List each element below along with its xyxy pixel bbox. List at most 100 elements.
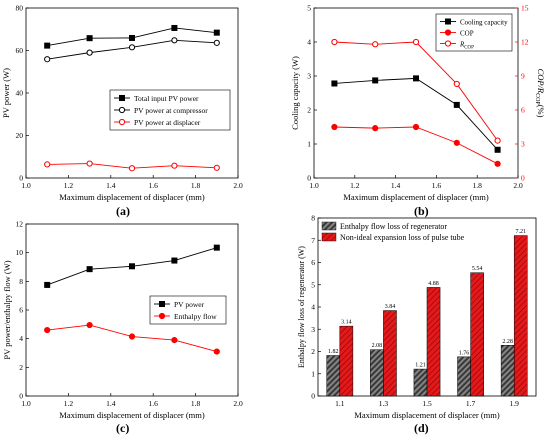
data-point bbox=[87, 161, 92, 166]
x-tick-label: 1.2 bbox=[64, 181, 74, 190]
data-point bbox=[495, 161, 500, 166]
bar bbox=[471, 273, 484, 396]
legend-marker bbox=[445, 30, 450, 35]
data-point bbox=[414, 76, 419, 81]
y-tick-label: 40 bbox=[16, 89, 24, 98]
bar bbox=[501, 345, 514, 396]
y2-tick-label: 6 bbox=[521, 106, 525, 115]
x-tick-label: 1.1 bbox=[335, 399, 345, 408]
y-tick-label: 1 bbox=[307, 140, 311, 149]
data-point bbox=[214, 165, 219, 170]
y-tick-label: 4 bbox=[19, 334, 23, 343]
data-point bbox=[45, 282, 50, 287]
legend-swatch bbox=[322, 233, 336, 241]
x-tick-label: 2.0 bbox=[233, 399, 243, 408]
legend-label: Total input PV power bbox=[134, 94, 199, 103]
y2-tick-label: 12 bbox=[521, 38, 529, 47]
y2-tick-label: 9 bbox=[521, 72, 525, 81]
bar bbox=[383, 311, 396, 396]
x-tick-label: 1.2 bbox=[64, 399, 74, 408]
series-line bbox=[334, 127, 497, 164]
data-point bbox=[172, 258, 177, 263]
legend-label: PV power at displacer bbox=[134, 118, 201, 127]
y-tick-label: 0 bbox=[19, 174, 23, 183]
bar-value-label: 3.84 bbox=[385, 304, 396, 310]
chart-b: 1.0 1.2 1.4 1.6 1.8 2.001234503691215Maximum … bbox=[290, 4, 546, 203]
chart-d: 0123456781.11.823.141.32.083.841.51.214.… bbox=[297, 214, 536, 421]
x-tick-label: 1.4 bbox=[106, 399, 116, 408]
legend-label: PV power at compressor bbox=[134, 106, 208, 115]
data-point bbox=[214, 30, 219, 35]
legend-marker bbox=[159, 313, 164, 318]
bar bbox=[427, 287, 440, 396]
data-point bbox=[172, 38, 177, 43]
y2-tick-label: 15 bbox=[521, 4, 529, 13]
bar bbox=[458, 357, 471, 396]
x-axis-label: Maximum displacement of displacer (mm) bbox=[343, 192, 489, 202]
x-tick-label: 1.2 bbox=[350, 181, 360, 190]
y-tick-label: 5 bbox=[307, 4, 311, 13]
x-tick-label: 1.6 bbox=[149, 181, 159, 190]
bar-value-label: 5.54 bbox=[472, 266, 483, 272]
legend-label: Cooling capacity bbox=[460, 18, 508, 26]
data-point bbox=[130, 264, 135, 269]
legend-label: COP bbox=[460, 29, 474, 37]
bar bbox=[340, 326, 353, 396]
legend-marker bbox=[119, 119, 124, 124]
chart-c: 1.0 1.2 1.4 1.6 1.8 2.0 0 2 4 6 8 10 12 Maximum displ… bbox=[2, 220, 243, 421]
data-point bbox=[172, 338, 177, 343]
data-point bbox=[332, 124, 337, 129]
y-axis-label: PV power/enthalpy flow (W) bbox=[2, 260, 12, 359]
legend-label: Enthalpy flow bbox=[174, 312, 217, 321]
data-point bbox=[87, 50, 92, 55]
y-tick-label: 7 bbox=[311, 236, 315, 245]
data-point bbox=[454, 81, 459, 86]
y-tick-label: 2 bbox=[311, 347, 315, 356]
data-point bbox=[129, 45, 134, 50]
legend-marker bbox=[160, 302, 165, 307]
y-tick-label: 4 bbox=[307, 38, 311, 47]
bar-value-label: 1.82 bbox=[328, 349, 339, 355]
data-point bbox=[130, 35, 135, 40]
y-axis-label: PV power (W) bbox=[1, 68, 11, 118]
bar bbox=[327, 356, 340, 396]
x-tick-label: 1.4 bbox=[106, 181, 116, 190]
y2-axis-label: COP/RCOP(%) bbox=[534, 69, 546, 118]
x-tick-label: 1.9 bbox=[510, 399, 520, 408]
legend-label: PV power bbox=[174, 300, 205, 309]
y-tick-label: 80 bbox=[16, 4, 24, 13]
panel-label-d: (d) bbox=[414, 421, 429, 436]
chart-a: 1.0 1.2 1.4 1.6 1.8 2.0 0 20 40 60 80 Maximum displ… bbox=[1, 4, 243, 203]
x-tick-label: 2.0 bbox=[233, 181, 243, 190]
y-tick-label: 3 bbox=[307, 72, 311, 81]
x-tick-label: 1.6 bbox=[149, 399, 159, 408]
data-point bbox=[214, 40, 219, 45]
data-point bbox=[87, 322, 92, 327]
x-tick-label: 1.3 bbox=[379, 399, 389, 408]
y-tick-label: 8 bbox=[311, 214, 315, 223]
data-point bbox=[87, 36, 92, 41]
data-point bbox=[495, 147, 500, 152]
data-point bbox=[45, 57, 50, 62]
data-point bbox=[373, 126, 378, 131]
data-point bbox=[373, 78, 378, 83]
bar-value-label: 2.28 bbox=[502, 339, 513, 345]
y-tick-label: 60 bbox=[16, 46, 24, 55]
panel-label-c: (c) bbox=[116, 421, 129, 436]
bar-value-label: 3.14 bbox=[341, 320, 352, 326]
panel-label-b: (b) bbox=[414, 204, 429, 219]
legend-marker bbox=[445, 41, 450, 46]
data-point bbox=[332, 39, 337, 44]
bar-value-label: 1.76 bbox=[459, 350, 470, 356]
y-tick-label: 8 bbox=[19, 277, 23, 286]
y-tick-label: 12 bbox=[16, 220, 24, 229]
bar bbox=[514, 236, 527, 396]
data-point bbox=[413, 124, 418, 129]
x-tick-label: 1.6 bbox=[432, 181, 442, 190]
data-point bbox=[172, 25, 177, 30]
legend-swatch bbox=[322, 222, 336, 230]
bar bbox=[370, 350, 383, 396]
x-axis-label: Maximum displacement of displacer (mm) bbox=[59, 410, 205, 420]
data-point bbox=[413, 39, 418, 44]
